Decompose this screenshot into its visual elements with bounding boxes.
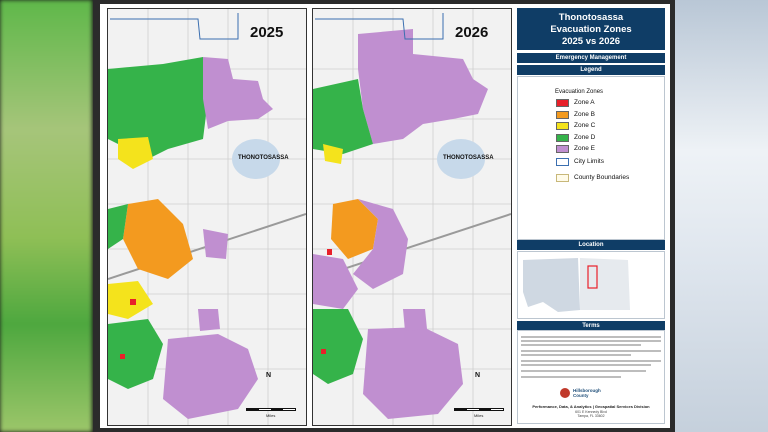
logo-line-1: Hillsborough [573, 388, 601, 393]
title-line-1: Thonotosassa [558, 12, 624, 23]
zone-label: Zone C [574, 122, 596, 129]
background-left-blur [0, 0, 92, 432]
legend-heading: Evacuation Zones [555, 89, 604, 95]
address-line-2: Tampa, FL 33602 [577, 414, 605, 418]
background-right-blur [674, 0, 768, 432]
terms-text-line [521, 340, 661, 342]
title-line-2: Evacuation Zones [550, 24, 632, 35]
map-2026-canvas [313, 9, 511, 425]
county-boundaries-swatch [556, 174, 569, 182]
division-name: Performance, Data, & Analytics | Geospat… [532, 404, 650, 409]
map-2026-north-arrow: N [475, 372, 481, 379]
legend-header: Legend [517, 65, 665, 75]
zone-swatch [556, 110, 569, 119]
terms-text-line [521, 354, 631, 356]
terms-text-line [521, 376, 621, 378]
locator-map [518, 252, 664, 318]
zone-label: Zone E [574, 145, 595, 152]
map-2025-place-label: THONOTOSASSA [238, 155, 289, 161]
zone-swatch [556, 145, 569, 153]
terms-header: Terms [517, 321, 665, 331]
map-2025-north-arrow: N [266, 372, 272, 379]
terms-text-line [521, 370, 646, 372]
map-2026-scale-bar [454, 408, 504, 411]
map-2025-canvas [108, 9, 306, 425]
subtitle-bar: Emergency Management [517, 53, 665, 63]
zone-label: Zone D [574, 133, 596, 141]
address-line-1: 601 E Kennedy Blvd [575, 410, 607, 414]
location-header: Location [517, 240, 665, 250]
location-panel [517, 251, 665, 319]
terms-text-line [521, 360, 661, 362]
address-block: 601 E Kennedy Blvd Tampa, FL 33602 [517, 410, 665, 418]
map-2025-year: 2025 [250, 24, 284, 41]
map-2026-scale-label: Miles [474, 413, 484, 418]
legend-panel [517, 76, 665, 240]
hillsborough-county-logo [560, 388, 570, 398]
logo-line-2: County [573, 393, 589, 398]
terms-text-line [521, 350, 661, 352]
map-2025[interactable] [107, 8, 307, 426]
map-2025-scale-bar [246, 408, 296, 411]
terms-text-line [521, 364, 651, 366]
terms-text-line [521, 344, 641, 346]
zone-swatch [556, 99, 569, 107]
zone-swatch [556, 122, 569, 130]
map-2026[interactable] [312, 8, 512, 426]
zone-swatch [556, 133, 569, 142]
county-boundaries-label: County Boundaries [574, 174, 630, 181]
zone-label: Zone A [574, 99, 595, 106]
city-limits-swatch [556, 158, 569, 166]
city-limits-label: City Limits [574, 158, 604, 165]
title-block: Thonotosassa Evacuation Zones 2025 vs 20… [517, 8, 665, 50]
map-2026-year: 2026 [455, 24, 489, 41]
zone-label: Zone B [574, 110, 595, 118]
terms-text-line [521, 336, 661, 338]
hillsborough-county-wordmark: Hillsborough County [573, 388, 601, 398]
map-2026-place-label: THONOTOSASSA [443, 155, 494, 161]
title-line-3: 2025 vs 2026 [561, 36, 621, 47]
map-2025-scale-label: Miles [266, 413, 276, 418]
